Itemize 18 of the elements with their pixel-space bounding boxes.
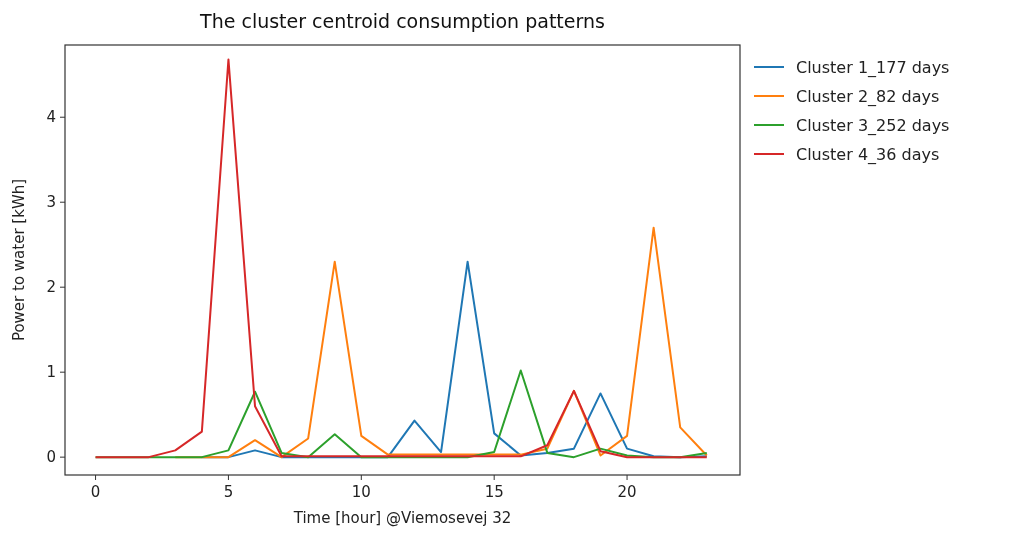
legend-label: Cluster 2_82 days bbox=[796, 87, 940, 107]
y-tick-label: 0 bbox=[46, 448, 56, 467]
legend-label: Cluster 3_252 days bbox=[796, 116, 950, 136]
legend-label: Cluster 1_177 days bbox=[796, 58, 950, 78]
line-series bbox=[94, 58, 708, 459]
y-tick-label: 4 bbox=[46, 108, 56, 127]
legend-label: Cluster 4_36 days bbox=[796, 145, 940, 165]
x-axis-title: Time [hour] @Viemosevej 32 bbox=[292, 509, 512, 527]
y-axis-title: Power to water [kWh] bbox=[10, 178, 28, 342]
x-tick-label: 0 bbox=[90, 483, 101, 501]
x-tick-label: 10 bbox=[351, 483, 371, 501]
y-tick-label: 1 bbox=[46, 363, 56, 382]
x-tick-label: 20 bbox=[617, 483, 637, 501]
x-tick-label: 5 bbox=[223, 483, 234, 501]
y-tick-label: 2 bbox=[46, 278, 56, 297]
x-tick-label: 15 bbox=[484, 483, 504, 501]
y-tick-label: 3 bbox=[46, 193, 56, 212]
chart-title: The cluster centroid consumption patterns bbox=[199, 10, 605, 32]
